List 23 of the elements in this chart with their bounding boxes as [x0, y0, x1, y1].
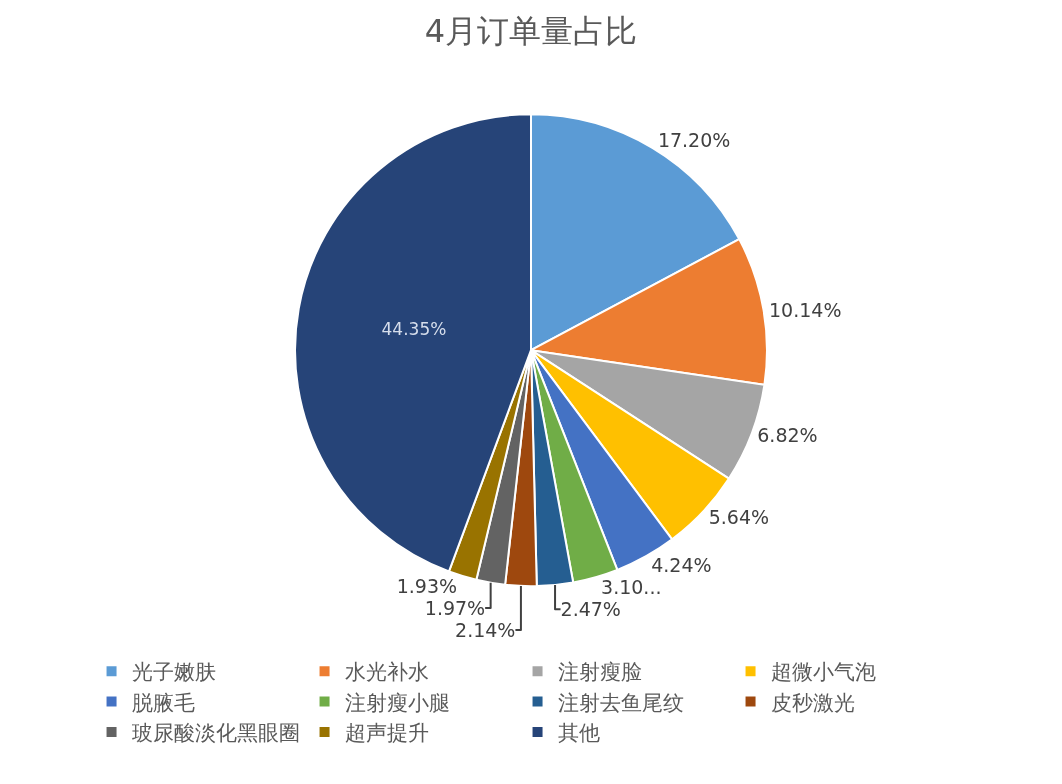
- data-label: 44.35%: [381, 319, 447, 340]
- legend-label: 注射瘦脸: [557, 660, 642, 685]
- data-label: 2.47%: [560, 598, 621, 621]
- legend-label: 超声提升: [344, 721, 429, 746]
- data-label: 1.97%: [424, 597, 486, 620]
- data-label: 3.10...: [601, 576, 662, 599]
- legend-label: 水光补水: [344, 660, 429, 685]
- data-label: 1.93%: [396, 575, 458, 598]
- data-label: 10.14%: [769, 298, 842, 321]
- legend-label: 其他: [557, 721, 600, 746]
- data-label: 2.14%: [455, 619, 516, 642]
- legend-label: 脱腋毛: [131, 690, 195, 715]
- data-label: 6.82%: [757, 423, 818, 446]
- legend-label: 注射瘦小腿: [344, 690, 450, 715]
- legend-label: 皮秒激光: [770, 690, 855, 715]
- data-label: 4.24%: [651, 553, 712, 576]
- data-label: 5.64%: [708, 505, 770, 528]
- data-label: 17.20%: [657, 128, 731, 151]
- legend-label: 超微小气泡: [770, 660, 876, 685]
- legend-label: 注射去鱼尾纹: [557, 690, 684, 715]
- chart-title: 4月订单量占比: [424, 12, 638, 50]
- legend-label: 玻尿酸淡化黑眼圈: [131, 721, 300, 746]
- legend-label: 光子嫩肤: [131, 660, 216, 685]
